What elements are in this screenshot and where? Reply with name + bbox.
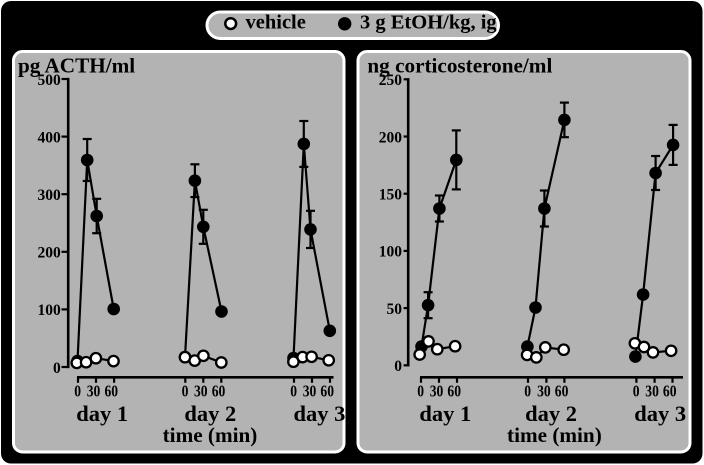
svg-text:time (min): time (min) xyxy=(507,423,602,447)
svg-text:pg ACTH/ml: pg ACTH/ml xyxy=(18,53,135,77)
svg-text:60: 60 xyxy=(320,382,334,401)
svg-text:0: 0 xyxy=(394,358,402,375)
svg-text:day 2: day 2 xyxy=(184,401,236,426)
svg-text:time (min): time (min) xyxy=(163,423,258,447)
svg-text:60: 60 xyxy=(447,382,461,401)
svg-text:30: 30 xyxy=(645,382,659,401)
svg-text:200: 200 xyxy=(379,129,403,146)
svg-text:30: 30 xyxy=(87,382,101,401)
svg-text:day 3: day 3 xyxy=(294,401,346,426)
svg-text:500: 500 xyxy=(38,72,62,89)
svg-text:0: 0 xyxy=(182,382,189,401)
svg-text:60: 60 xyxy=(105,382,119,401)
svg-text:250: 250 xyxy=(379,72,403,89)
svg-text:60: 60 xyxy=(555,382,569,401)
svg-text:300: 300 xyxy=(38,187,62,204)
svg-text:200: 200 xyxy=(38,245,62,262)
svg-text:30: 30 xyxy=(303,382,317,401)
svg-text:30: 30 xyxy=(194,382,208,401)
svg-text:3 g EtOH/kg, ig: 3 g EtOH/kg, ig xyxy=(360,12,497,34)
svg-text:60: 60 xyxy=(212,382,226,401)
svg-text:30: 30 xyxy=(537,382,551,401)
svg-text:60: 60 xyxy=(663,382,677,401)
svg-text:day 3: day 3 xyxy=(634,401,686,426)
svg-text:day 1: day 1 xyxy=(419,401,471,426)
svg-text:0: 0 xyxy=(417,382,424,401)
svg-text:0: 0 xyxy=(633,382,640,401)
svg-text:30: 30 xyxy=(430,382,444,401)
svg-text:0: 0 xyxy=(74,382,81,401)
svg-text:0: 0 xyxy=(53,360,61,377)
svg-text:400: 400 xyxy=(38,129,62,146)
svg-text:0: 0 xyxy=(290,382,297,401)
svg-text:100: 100 xyxy=(38,302,62,319)
svg-text:100: 100 xyxy=(379,244,403,261)
svg-text:0: 0 xyxy=(524,382,531,401)
svg-text:day 2: day 2 xyxy=(525,401,577,426)
svg-text:day 1: day 1 xyxy=(76,401,128,426)
svg-text:150: 150 xyxy=(379,187,403,204)
svg-text:ng corticosterone/ml: ng corticosterone/ml xyxy=(367,53,552,77)
svg-text:50: 50 xyxy=(387,301,403,318)
svg-text:vehicle: vehicle xyxy=(246,12,306,34)
